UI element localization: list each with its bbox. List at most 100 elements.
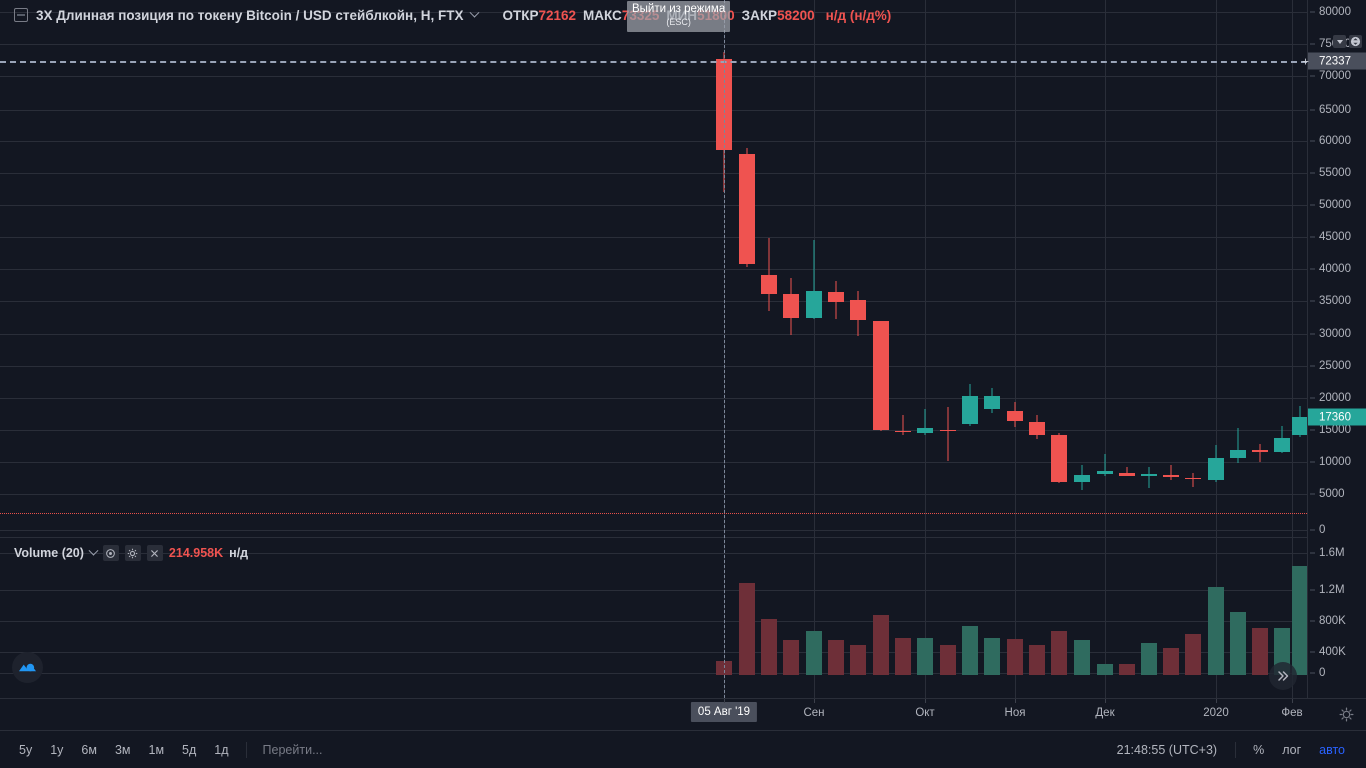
price-axis-tick-label: 70000 — [1319, 70, 1351, 82]
price-axis[interactable]: 8000075000700006500060000550005000045000… — [1302, 0, 1366, 698]
candlestick — [1185, 0, 1201, 537]
time-axis-tick-mark — [1105, 699, 1106, 703]
brand-logo-icon[interactable] — [12, 652, 43, 683]
chart-canvas[interactable] — [0, 0, 1307, 698]
high-reference-line — [0, 61, 1307, 63]
pane-separator[interactable] — [0, 537, 1307, 538]
candlestick — [873, 0, 889, 537]
volume-bar — [1185, 634, 1201, 675]
eye-icon[interactable] — [102, 545, 119, 561]
price-axis-tick-label: 25000 — [1319, 360, 1351, 372]
divider — [1235, 741, 1237, 758]
time-axis-tick-mark — [1292, 699, 1293, 703]
axis-tick-mark — [1310, 236, 1315, 238]
ohlc-open-value: 72162 — [538, 7, 576, 23]
collapse-icon[interactable] — [14, 8, 28, 22]
axis-tick-mark — [1310, 172, 1315, 174]
volume-bar — [783, 639, 799, 675]
grid-line-horizontal — [0, 76, 1307, 77]
candlestick-wick — [1192, 473, 1194, 487]
volume-bar — [873, 615, 889, 675]
grid-line-horizontal — [0, 173, 1307, 174]
candlestick — [761, 0, 777, 537]
candlestick-wick — [1104, 454, 1106, 476]
volume-bar — [1007, 639, 1023, 675]
log-scale-button[interactable]: лог — [1282, 742, 1302, 757]
axis-tick-mark — [1310, 43, 1315, 45]
axis-tick-mark — [1310, 429, 1315, 431]
candlestick — [1029, 0, 1045, 537]
axis-tick-mark — [1310, 140, 1315, 142]
axis-tick-mark — [1310, 672, 1315, 674]
range-button-5y[interactable]: 5y — [19, 742, 33, 757]
high-price-badge-label: 72337 — [1319, 55, 1351, 67]
volume-bar — [917, 638, 933, 675]
axis-tick-mark — [1310, 204, 1315, 206]
candlestick — [739, 0, 755, 537]
candlestick-body — [1051, 434, 1067, 483]
gear-icon[interactable] — [1339, 707, 1354, 722]
grid-line-horizontal — [0, 621, 1307, 622]
volume-axis-tick-label: 0 — [1319, 667, 1326, 679]
axis-tick-mark — [1310, 620, 1315, 622]
range-button-3м[interactable]: 3м — [114, 742, 131, 757]
candlestick — [984, 0, 1000, 537]
candlestick — [1007, 0, 1023, 537]
volume-bar — [1252, 627, 1268, 675]
candlestick-body — [873, 321, 889, 431]
volume-bar — [984, 637, 1000, 675]
time-axis-tick-label: 2020 — [1203, 707, 1229, 719]
price-axis-tick-label: 15000 — [1319, 424, 1351, 436]
range-button-1м[interactable]: 1м — [148, 742, 165, 757]
candlestick-wick — [1126, 466, 1128, 477]
bottom-toolbar: 5y 1y 6м 3м 1м 5д 1д Перейти... 21:48:55 (UTC+… — [0, 730, 1366, 768]
range-button-1y[interactable]: 1y — [50, 742, 64, 757]
chevron-down-icon[interactable] — [88, 545, 99, 556]
volume-bar — [828, 639, 844, 675]
range-button-5д[interactable]: 5д — [182, 742, 197, 757]
ohlc-open-label: ОТКР — [502, 7, 539, 23]
percent-scale-button[interactable]: % — [1253, 742, 1265, 757]
auto-scale-button[interactable]: авто — [1319, 742, 1345, 757]
ohlc-close: ЗАКР 58200 — [742, 8, 815, 23]
price-axis-tick-label: 80000 — [1319, 6, 1351, 18]
low-reference-line — [0, 513, 1307, 514]
exit-mode-tooltip-line2: (ESC) — [666, 17, 691, 27]
time-axis[interactable]: Сен Окт Ноя Дек 2020 Фев 05 Авг '19 — [0, 698, 1366, 730]
chevron-down-icon[interactable] — [1333, 35, 1346, 48]
volume-bar — [806, 631, 822, 675]
range-button-6м[interactable]: 6м — [81, 742, 97, 757]
expand-collapse-icon[interactable] — [1349, 35, 1362, 48]
candlestick — [806, 0, 822, 537]
price-axis-tick-label: 45000 — [1319, 231, 1351, 243]
time-axis-tick-label: Фев — [1281, 707, 1303, 719]
range-button-1д[interactable]: 1д — [214, 742, 229, 757]
axis-tick-mark — [1310, 461, 1315, 463]
time-axis-tick-mark — [814, 699, 815, 703]
candlestick — [828, 0, 844, 537]
price-axis-tick-label: 10000 — [1319, 456, 1351, 468]
volume-bar — [850, 644, 866, 675]
chevron-double-right-icon[interactable] — [1269, 662, 1297, 690]
grid-line-horizontal — [0, 462, 1307, 463]
axis-tick-mark — [1310, 75, 1315, 77]
volume-bar — [940, 645, 956, 675]
grid-line-horizontal — [0, 494, 1307, 495]
grid-line-vertical — [1105, 0, 1106, 698]
chevron-down-icon[interactable] — [470, 7, 480, 18]
volume-bar — [1141, 643, 1157, 675]
volume-bar — [1292, 565, 1307, 675]
volume-indicator-change: н/д — [229, 546, 249, 560]
candlestick-body — [962, 395, 978, 425]
gear-icon[interactable] — [124, 545, 141, 561]
time-axis-tick-label: Ноя — [1004, 707, 1026, 719]
axis-tick-mark — [1310, 11, 1315, 13]
price-axis-tick-label: 30000 — [1319, 328, 1351, 340]
range-buttons: 5y 1y 6м 3м 1м 5д 1д — [0, 739, 238, 761]
goto-date-input[interactable]: Перейти... — [262, 742, 323, 757]
candlestick — [1097, 0, 1113, 537]
price-axis-tick-label: 5000 — [1319, 488, 1345, 500]
candlestick — [1274, 0, 1290, 537]
grid-line-horizontal — [0, 334, 1307, 335]
close-icon[interactable] — [146, 545, 163, 561]
